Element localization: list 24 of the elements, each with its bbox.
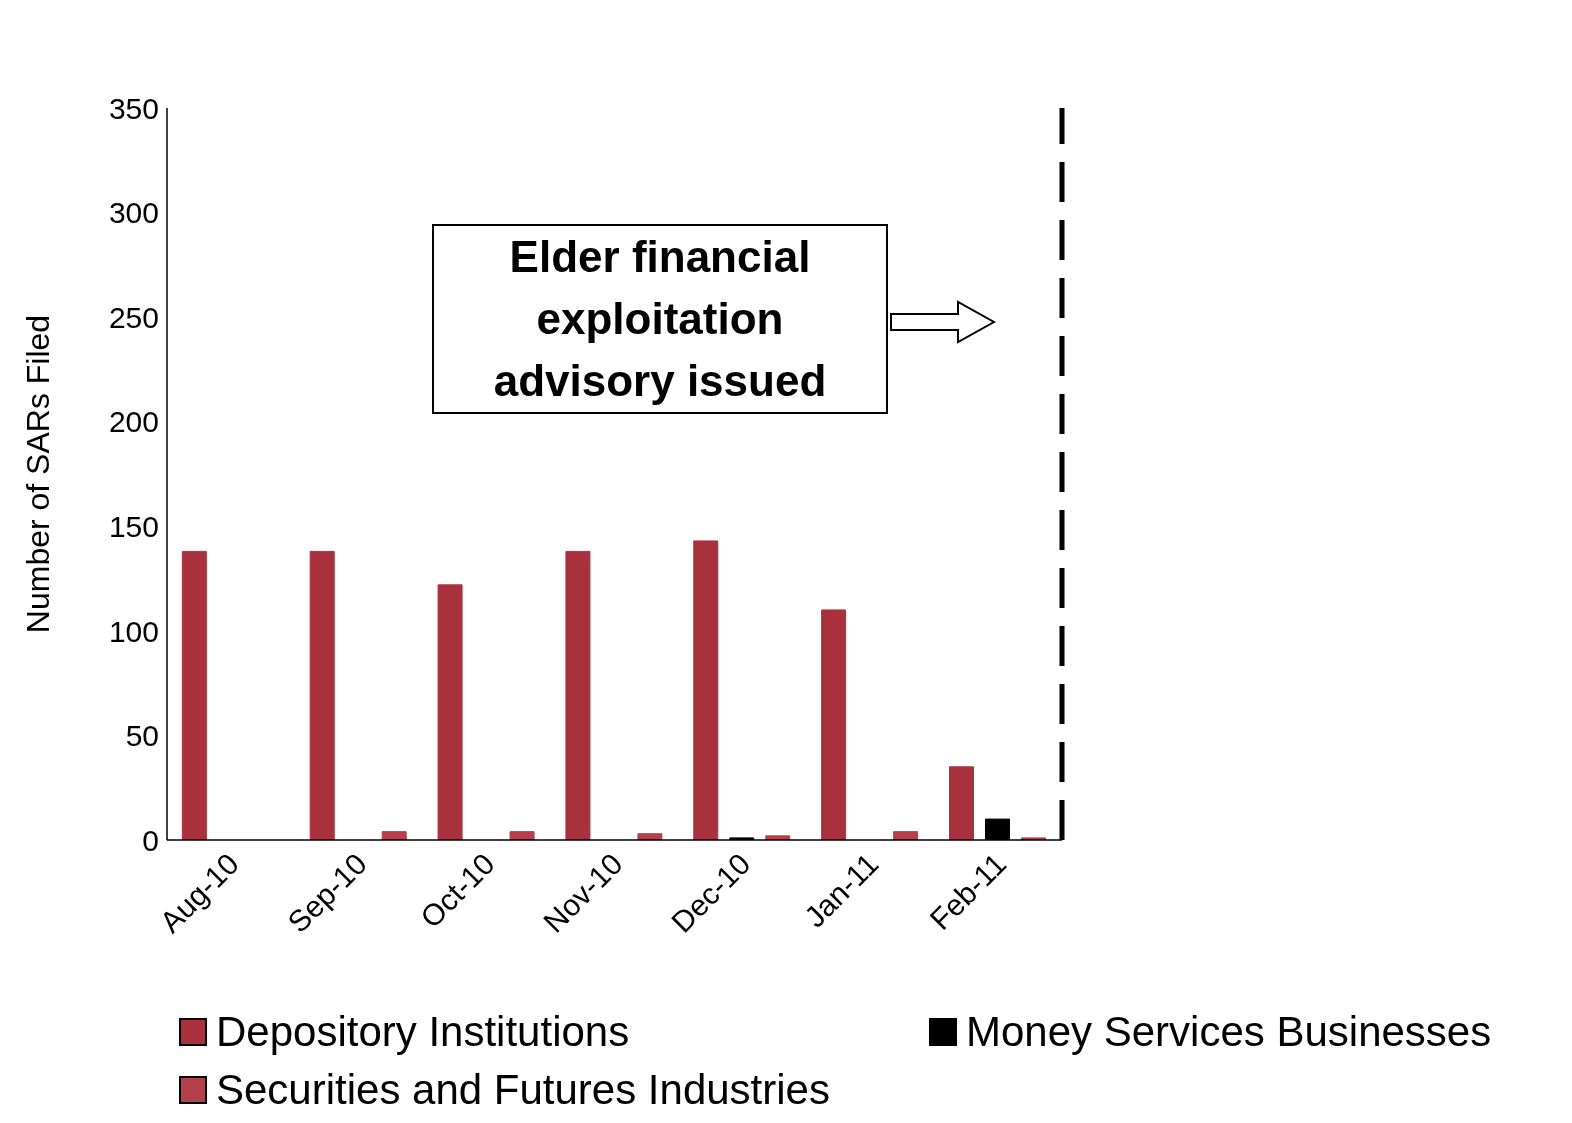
bar bbox=[893, 831, 919, 840]
y-tick-label: 200 bbox=[108, 405, 159, 439]
y-tick-label: 0 bbox=[142, 823, 159, 857]
y-tick-label: 100 bbox=[108, 614, 159, 648]
y-tick-label: 350 bbox=[108, 91, 159, 125]
legend-label: Depository Institutions bbox=[216, 1008, 630, 1056]
annotation: Elder financial exploitation advisory issued bbox=[432, 224, 888, 414]
bar bbox=[381, 831, 407, 840]
y-tick-label: 50 bbox=[125, 719, 159, 753]
legend-label: Securities and Futures Industries bbox=[216, 1066, 830, 1114]
bar bbox=[437, 584, 463, 840]
bar bbox=[309, 550, 335, 840]
y-tick-label: 150 bbox=[108, 509, 159, 543]
legend-label: Money Services Businesses bbox=[966, 1008, 1492, 1056]
bar bbox=[565, 550, 591, 840]
y-tick-label: 250 bbox=[108, 300, 159, 334]
bar bbox=[637, 833, 663, 840]
bar bbox=[948, 766, 974, 840]
bar bbox=[509, 831, 535, 840]
bar bbox=[821, 609, 847, 840]
bar bbox=[181, 550, 207, 840]
y-axis-title: Number of SARs Filed bbox=[20, 314, 57, 634]
bar bbox=[693, 540, 719, 840]
y-tick-label: 300 bbox=[108, 196, 159, 230]
